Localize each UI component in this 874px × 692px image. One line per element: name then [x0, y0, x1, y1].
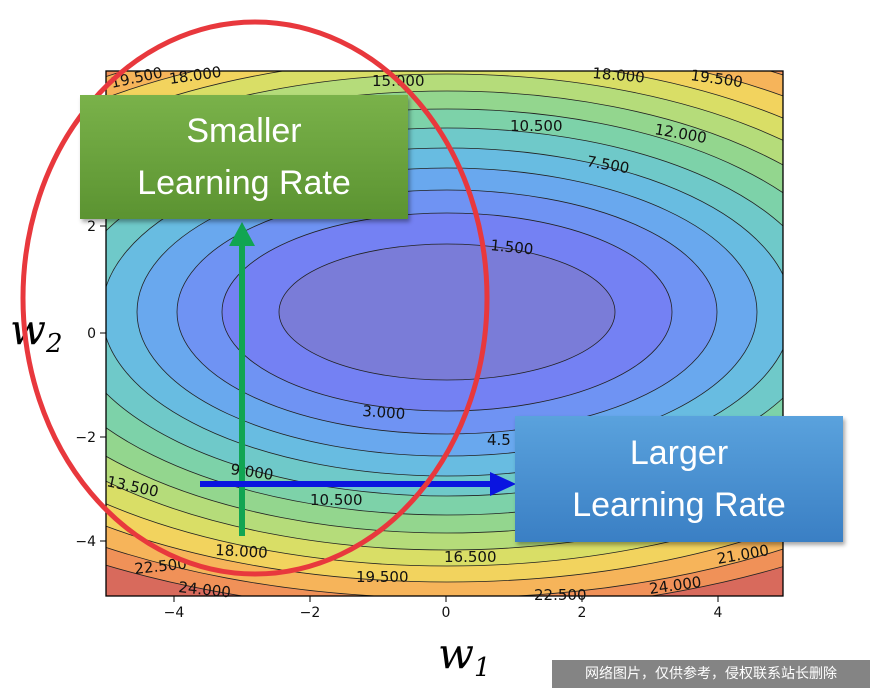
contour-label: 22.500 [534, 586, 587, 604]
contour-label: 18.000 [592, 64, 646, 87]
callout-line: Learning Rate [137, 164, 351, 202]
x-tick-label: 2 [578, 605, 587, 621]
y-tick-label: −2 [75, 430, 96, 446]
y-axis-label: w2 [10, 305, 63, 359]
green-arrow [229, 222, 255, 536]
blue-arrow [200, 472, 516, 496]
contour-band-center [278, 243, 616, 381]
y-tick-label: 0 [87, 326, 96, 342]
x-axis-label: w1 [438, 629, 491, 683]
contour-label: 10.500 [510, 117, 563, 135]
x-tick-label: −4 [164, 605, 185, 621]
callout-line: Larger [629, 434, 729, 472]
callout-line: Learning Rate [572, 486, 786, 524]
contour-label: 4.5 [487, 431, 511, 449]
x-tick-labels: −4 −2 0 2 4 [164, 605, 723, 621]
tick-marks [100, 225, 719, 602]
y-tick-label: −4 [75, 534, 96, 550]
y-tick-label: 2 [87, 219, 96, 235]
smaller-learning-rate-callout: Smaller Learning Rate [80, 95, 408, 219]
contour-label: 10.500 [310, 491, 363, 509]
larger-learning-rate-callout: Larger Learning Rate [515, 416, 843, 542]
contour-label: 24.000 [178, 578, 232, 601]
red-circle-highlight [20, 19, 490, 577]
contour-label: 19.500 [356, 568, 409, 586]
contour-label: 16.500 [444, 548, 497, 566]
x-tick-label: 0 [442, 605, 451, 621]
contour-label: 18.000 [215, 541, 268, 562]
y-tick-labels: 2 0 −2 −4 [75, 219, 96, 550]
callout-line: Smaller [186, 112, 302, 150]
watermark: 网络图片，仅供参考，侵权联系站长删除 [552, 660, 870, 688]
contour-label: 1.500 [490, 236, 535, 258]
contour-label: 3.000 [362, 402, 406, 423]
x-tick-label: −2 [300, 605, 321, 621]
x-tick-label: 4 [714, 605, 723, 621]
contour-label: 22.500 [134, 555, 188, 578]
